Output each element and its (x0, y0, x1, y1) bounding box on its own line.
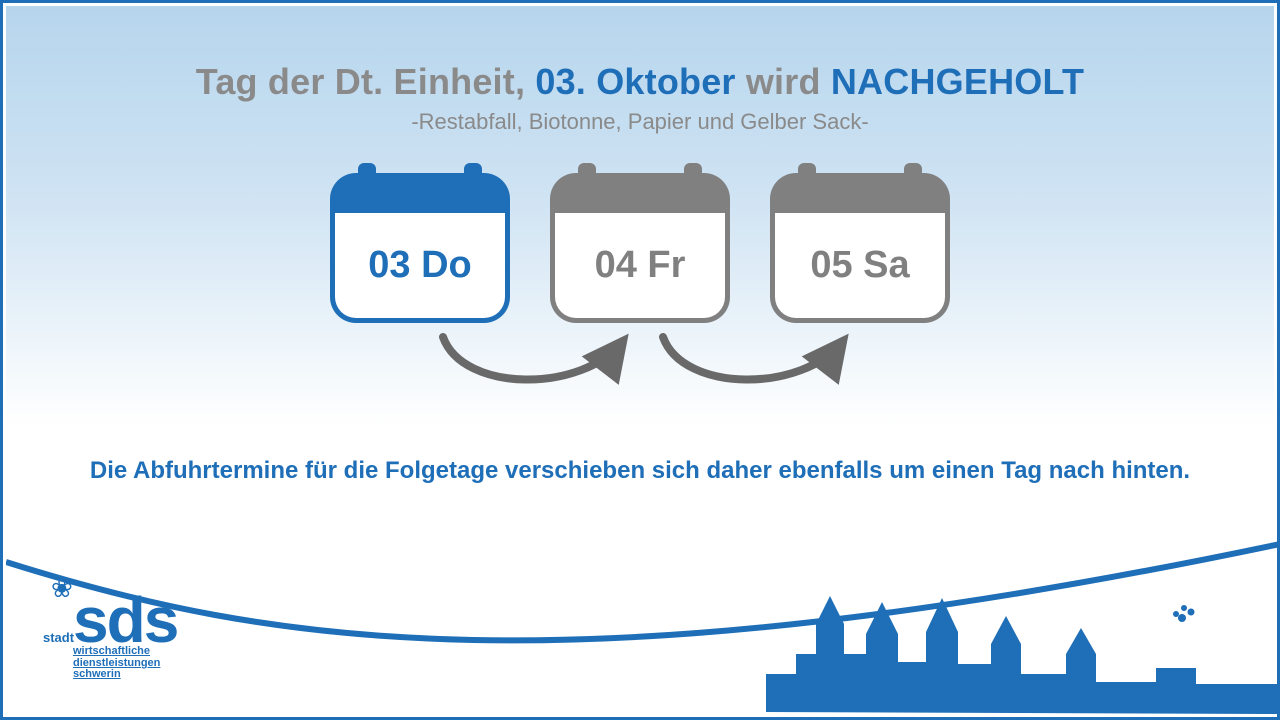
logo-line: schwerin (73, 669, 177, 681)
butterfly-icon: ❀ (51, 573, 73, 604)
headline-date: 03. Oktober (535, 61, 735, 102)
footer-wave-icon (6, 524, 1280, 714)
calendar-day-num: 05 (810, 244, 852, 287)
headline-part3: wird (736, 61, 831, 102)
calendar-day-abbr: Fr (647, 244, 685, 287)
calendar-day-num: 03 (368, 244, 410, 287)
calendar-body: 05 Sa (770, 213, 950, 323)
calendar-card-holiday: 03 Do (330, 173, 510, 323)
logo-main: sds (73, 595, 177, 646)
sds-logo: ❀ stadt sds wirtschaftliche dienstleistu… (73, 595, 177, 681)
subtitle: -Restabfall, Biotonne, Papier und Gelber… (3, 109, 1277, 135)
calendar-day-num: 04 (595, 244, 637, 287)
headline-emphasis: NACHGEHOLT (831, 61, 1084, 102)
calendar-body: 03 Do (330, 213, 510, 323)
calendar-body: 04 Fr (550, 213, 730, 323)
headline: Tag der Dt. Einheit, 03. Oktober wird NA… (3, 61, 1277, 103)
calendar-row: 03 Do 04 Fr 05 Sa (3, 173, 1277, 323)
calendar-card: 04 Fr (550, 173, 730, 323)
headline-part1: Tag der Dt. Einheit, (196, 61, 536, 102)
calendar-day-abbr: Sa (863, 244, 909, 287)
logo-prefix: stadt (43, 630, 74, 645)
calendar-card: 05 Sa (770, 173, 950, 323)
note-text: Die Abfuhrtermine für die Folgetage vers… (3, 457, 1277, 485)
infographic-frame: Tag der Dt. Einheit, 03. Oktober wird NA… (0, 0, 1280, 720)
calendar-day-abbr: Do (421, 244, 472, 287)
